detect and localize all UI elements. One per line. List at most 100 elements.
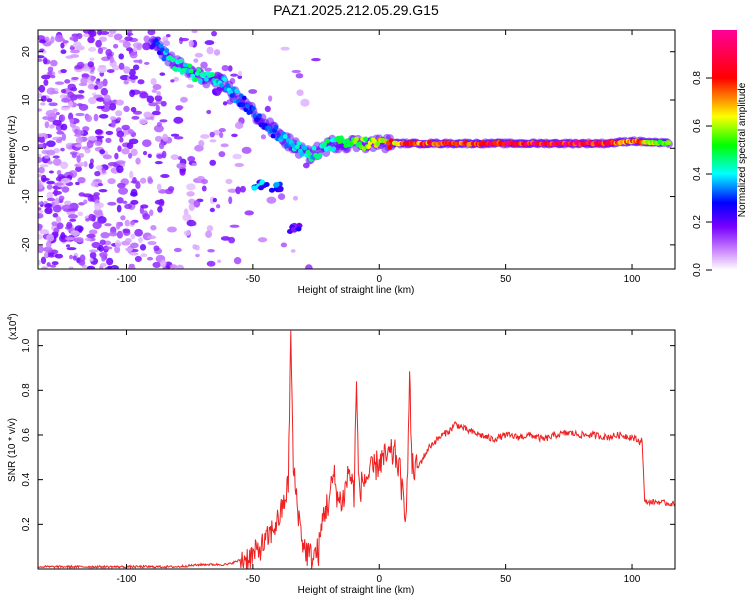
spectrogram-ridge-halo: [322, 148, 331, 157]
spectrogram-noise-blob: [116, 165, 124, 174]
spectrogram-noise-blob: [195, 253, 200, 258]
spectrogram-noise-blob: [183, 230, 191, 236]
spectrogram-noise-blob: [132, 64, 140, 71]
spectrogram-noise-blob: [123, 80, 129, 85]
spectrogram-noise-blob: [136, 43, 142, 51]
snr-x-tick-label: 50: [500, 574, 512, 585]
figure-title: PAZ1.2025.212.05.29.G15: [273, 2, 439, 18]
spectrogram-noise-blob: [170, 133, 180, 137]
spectrogram-noise-blob: [146, 256, 154, 261]
spectrogram-noise-blob: [159, 259, 167, 268]
spectrogram-noise-blob: [99, 239, 106, 246]
spectrogram-noise-blob: [83, 199, 88, 205]
spectrogram-noise-blob: [126, 47, 133, 52]
colorbar-label: Normalized spectral amplitude: [737, 82, 748, 217]
svg-text:(x104): (x104): [7, 313, 19, 340]
spectrogram-noise-blob: [115, 160, 126, 165]
spectrogram-noise-blob: [193, 58, 199, 63]
spectrogram-noise-blob: [97, 216, 107, 224]
spectrogram-ridge-cell: [182, 62, 188, 68]
spectrogram-noise-blob: [114, 245, 121, 254]
spectrogram-noise-blob: [207, 249, 215, 253]
spectrogram-ridge-cell: [187, 63, 193, 69]
spectrogram-noise-blob: [88, 249, 99, 253]
spectrogram-noise-blob: [167, 226, 177, 233]
spectrogram-noise-blob: [162, 40, 171, 47]
spectrogram-noise-blob: [277, 193, 286, 201]
spectrogram-ridge-cell: [311, 145, 317, 151]
spectrogram-noise-blob: [39, 138, 46, 144]
spectrogram-noise-blob: [220, 143, 229, 148]
spectrogram-noise-blob: [38, 233, 44, 240]
spectrogram-noise-blob: [100, 164, 109, 171]
spectrogram-noise-blob: [76, 103, 83, 107]
spectrogram-noise-blob: [173, 136, 184, 140]
spectrogram-ridge-cell: [363, 136, 368, 142]
spectrogram-noise-blob: [38, 184, 44, 190]
spectrogram-noise-blob: [61, 186, 70, 193]
snr-y-tick-label: 0.4: [21, 472, 32, 486]
spectrogram-noise-blob: [169, 264, 178, 269]
spectrogram-noise-blob: [69, 36, 79, 41]
spectrogram-noise-blob: [116, 204, 122, 213]
spectrogram-noise-blob: [40, 256, 47, 265]
spectrogram-noise-blob: [60, 69, 67, 74]
spectrogram-noise-blob: [116, 130, 125, 138]
spectrogram-noise-blob: [38, 55, 45, 59]
spectrogram-noise-blob: [160, 100, 167, 107]
spectrogram-noise-blob: [46, 197, 55, 202]
spectrogram-noise-blob: [76, 155, 81, 163]
spectrogram-ridge-cell: [178, 58, 183, 64]
spectrogram-noise-blob: [150, 224, 157, 231]
spectrogram-noise-blob: [179, 168, 186, 176]
spectrogram-noise-blob: [141, 139, 152, 147]
spectrogram-noise-blob: [87, 83, 95, 90]
spectrogram-noise-blob: [138, 237, 143, 243]
spectrogram-noise-blob: [79, 254, 86, 262]
spectrogram-noise-blob: [130, 220, 136, 226]
spectrogram-ridge-cell: [188, 68, 194, 74]
spectrogram-ridge-cell: [196, 68, 202, 73]
spectrogram-noise-blob: [170, 154, 179, 161]
spectrogram-noise-blob: [120, 215, 126, 221]
spectrogram-noise-blob: [74, 225, 84, 233]
snr-frame: [37, 329, 676, 570]
snr-x-tick-label: 0: [376, 574, 382, 585]
spectrogram-noise-blob: [87, 135, 98, 141]
spectrogram-noise-blob: [128, 152, 133, 159]
spectrogram-noise-blob: [46, 98, 53, 103]
spectrogram-noise-blob: [50, 59, 58, 67]
spectrogram-noise-blob: [115, 221, 121, 230]
spectrogram-noise-blob: [52, 158, 62, 166]
spectrogram-noise-blob: [221, 65, 229, 72]
spectrogram-noise-blob: [156, 183, 162, 191]
spectrogram-noise-blob: [43, 79, 49, 86]
spectrogram-noise-blob: [193, 199, 201, 208]
snr-y-tick-label: 0.2: [21, 517, 32, 531]
spectrogram-noise-blob: [82, 126, 90, 132]
spectrogram-noise-blob: [84, 237, 92, 242]
spectrogram-ridge-cell: [250, 106, 256, 111]
spectrogram-noise-blob: [70, 49, 80, 54]
spectrogram-noise-blob: [126, 142, 134, 150]
snr-plot-area: [38, 330, 675, 569]
spectrogram-noise-blob: [147, 30, 156, 36]
spectrogram-noise-blob: [51, 261, 59, 266]
spectrogram-noise-blob: [205, 230, 213, 238]
spectrogram-noise-blob: [87, 30, 97, 37]
spectrogram-noise-blob: [188, 198, 196, 205]
spectrogram-noise-blob: [98, 188, 108, 193]
spectrogram-noise-blob: [60, 49, 67, 55]
snr-series-line: [38, 330, 675, 569]
spectrogram-noise-blob: [69, 254, 74, 260]
spectrogram-noise-blob: [46, 262, 51, 267]
colorbar-tick-label: 0.0: [692, 263, 703, 277]
spectrogram-noise-blob: [109, 103, 117, 111]
spectrogram-noise-blob: [52, 108, 58, 113]
spectrogram-noise-blob: [109, 56, 115, 64]
spectrogram-noise-blob: [142, 213, 151, 220]
spectrogram-noise-blob: [180, 96, 188, 103]
spectrogram-noise-blob: [260, 134, 267, 140]
spectrogram-noise-blob: [38, 153, 42, 158]
spectrogram-noise-blob: [65, 244, 71, 248]
